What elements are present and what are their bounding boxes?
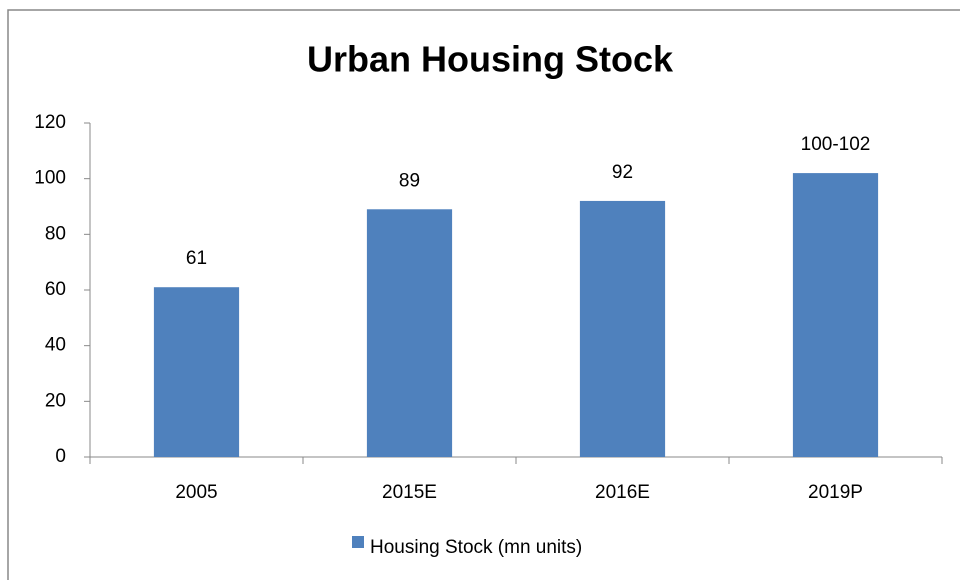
bar — [579, 200, 666, 457]
y-tick-label: 0 — [55, 446, 66, 467]
x-tick-label: 2015E — [382, 482, 437, 503]
data-label: 89 — [399, 170, 420, 191]
bar — [366, 209, 453, 457]
y-tick-label: 80 — [45, 223, 66, 244]
y-tick-label: 120 — [34, 112, 66, 133]
x-tick-label: 2016E — [595, 482, 650, 503]
data-label: 61 — [186, 248, 207, 269]
x-tick-label: 2019P — [808, 482, 863, 503]
bar — [153, 287, 240, 457]
bar — [792, 173, 879, 457]
legend-swatch — [352, 536, 364, 548]
chart-title: Urban Housing Stock — [307, 39, 674, 80]
y-tick-label: 20 — [45, 390, 66, 411]
y-tick-label: 60 — [45, 279, 66, 300]
legend-label: Housing Stock (mn units) — [370, 537, 582, 558]
x-tick-label: 2005 — [175, 482, 217, 503]
data-label: 92 — [612, 162, 633, 183]
y-tick-label: 40 — [45, 335, 66, 356]
y-tick-label: 100 — [34, 168, 66, 189]
data-label: 100-102 — [801, 134, 871, 155]
